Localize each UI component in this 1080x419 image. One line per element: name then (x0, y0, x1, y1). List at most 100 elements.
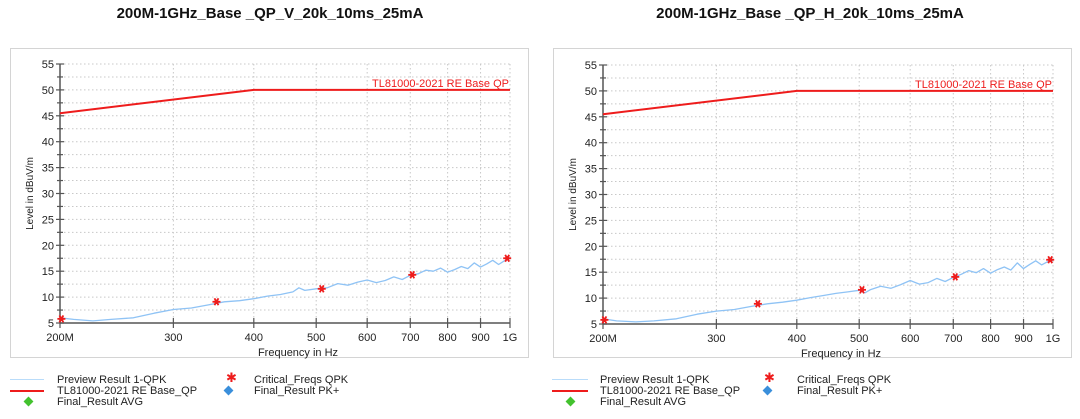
star-center (59, 316, 64, 322)
critical-freq-marker (753, 299, 762, 308)
x-axis-label: Frequency in Hz (801, 348, 881, 360)
legend-limit-swatch (552, 390, 588, 392)
y-tick-label: 25 (585, 215, 597, 227)
y-tick-label: 50 (585, 86, 597, 98)
critical-freq-marker (57, 314, 66, 323)
critical-freq-marker (1046, 255, 1055, 264)
x-tick-label: 300 (707, 333, 725, 345)
x-tick-label: 400 (245, 332, 263, 344)
y-tick-label: 40 (585, 138, 597, 150)
legend-limit-label: TL81000-2021 RE Base_QP (57, 385, 198, 397)
star-icon: ✱ (764, 370, 775, 385)
chart-title: 200M-1GHz_Base _QP_V_20k_10ms_25mA (116, 5, 424, 22)
chart-horizontal: 200M-1GHz_Base _QP_H_20k_10ms_25mA 5 10 15… (540, 0, 1080, 419)
critical-freq-marker (317, 284, 326, 293)
chart-vertical: 200M-1GHz_Base _QP_V_20k_10ms_25mA 5 10 15… (10, 5, 529, 408)
limit-line-label: TL81000-2021 RE Base QP (915, 79, 1052, 91)
preview-trace (602, 259, 1054, 323)
diamond-icon (565, 396, 576, 407)
legend-critical-label: Critical_Freqs QPK (797, 374, 892, 386)
star-center (859, 287, 865, 293)
plot-panel (10, 48, 529, 358)
y-tick-label: 20 (42, 240, 54, 252)
limit-line-label: TL81000-2021 RE Base QP (372, 78, 509, 90)
x-tick-label: 300 (164, 332, 182, 344)
x-tick-label: 400 (788, 333, 806, 345)
chart-title: 200M-1GHz_Base _QP_H_20k_10ms_25mA (656, 5, 964, 22)
y-tick-label: 25 (42, 214, 54, 226)
y-tick-label: 55 (585, 60, 597, 72)
y-tick-label: 20 (585, 241, 597, 253)
critical-freq-marker (600, 315, 609, 324)
plot-svg: 5 10 15 20 25 30 35 40 45 50 55 200M 300 400 500 600 700… (568, 60, 1061, 360)
legend-pk-marker (762, 385, 773, 397)
critical-freq-marker (857, 285, 866, 294)
critical-freq-marker (951, 272, 960, 281)
diamond-icon (762, 385, 773, 396)
legend-avg-marker (565, 396, 576, 408)
x-tick-label: 500 (850, 333, 868, 345)
plot-panel (553, 48, 1072, 358)
x-tick-label: 600 (358, 332, 376, 344)
legend-preview-swatch (552, 379, 588, 380)
limit-line (59, 88, 510, 115)
x-tick-label: 800 (438, 332, 456, 344)
y-axis-label: Level in dBuV/m (568, 158, 579, 231)
x-axis-label: Frequency in Hz (258, 347, 338, 359)
y-tick-label: 15 (585, 267, 597, 279)
y-tick-label: 10 (42, 292, 54, 304)
y-tick-label: 5 (591, 319, 597, 331)
y-tick-label: 15 (42, 266, 54, 278)
legend-preview-label: Preview Result 1-QPK (57, 374, 167, 386)
x-tick-label: 600 (901, 333, 919, 345)
legend-preview-label: Preview Result 1-QPK (600, 374, 710, 386)
y-tick-label: 30 (42, 189, 54, 201)
legend-pk-marker (223, 385, 234, 397)
y-tick-label: 35 (585, 164, 597, 176)
x-tick-label: 200M (46, 332, 74, 344)
legend-pk-label: Final_Result PK+ (254, 385, 340, 397)
star-center (214, 299, 219, 304)
critical-freq-marker (503, 254, 512, 263)
y-tick-label: 45 (42, 111, 54, 123)
x-tick-label: 700 (944, 333, 962, 345)
y-tick-label: 50 (42, 85, 54, 97)
legend-critical-label: Critical_Freqs QPK (254, 374, 349, 386)
y-tick-label: 45 (585, 112, 597, 124)
star-center (410, 272, 415, 278)
critical-freq-marker (408, 270, 417, 279)
limit-line (602, 89, 1053, 116)
x-tick-label: 500 (307, 332, 325, 344)
legend-limit-swatch (10, 390, 44, 392)
legend-preview-swatch (10, 379, 44, 380)
y-axis-label: Level in dBuV/m (25, 157, 36, 230)
star-center (755, 301, 761, 306)
x-tick-label: 900 (1014, 333, 1032, 345)
star-center (319, 286, 324, 292)
legend-avg-label: Final_Result AVG (600, 396, 687, 408)
diamond-icon (223, 385, 234, 396)
star-center (1047, 257, 1053, 262)
x-tick-label: 700 (401, 332, 419, 344)
star-center (602, 317, 607, 323)
star-icon: ✱ (226, 370, 237, 385)
legend-limit-label: TL81000-2021 RE Base_QP (600, 385, 741, 397)
legend-critical-marker: ✱ (764, 370, 775, 385)
legend-critical-marker: ✱ (226, 370, 237, 385)
x-tick-label: 800 (981, 333, 999, 345)
y-tick-label: 10 (585, 293, 597, 305)
x-tick-label: 900 (471, 332, 489, 344)
x-tick-label: 200M (589, 333, 617, 345)
legend-pk-label: Final_Result PK+ (797, 385, 883, 397)
y-tick-label: 5 (48, 318, 54, 330)
star-center (953, 274, 958, 280)
y-tick-label: 55 (42, 59, 54, 71)
x-tick-label: 1G (503, 332, 518, 344)
y-tick-label: 40 (42, 137, 54, 149)
critical-freq-marker (212, 297, 221, 306)
preview-trace (59, 257, 511, 322)
y-tick-label: 35 (42, 163, 54, 175)
diamond-icon (23, 396, 34, 407)
x-tick-label: 1G (1046, 333, 1061, 345)
plot-svg: 5 10 15 20 25 30 35 40 45 50 55 200M 300 400 500 600 700… (25, 59, 518, 359)
